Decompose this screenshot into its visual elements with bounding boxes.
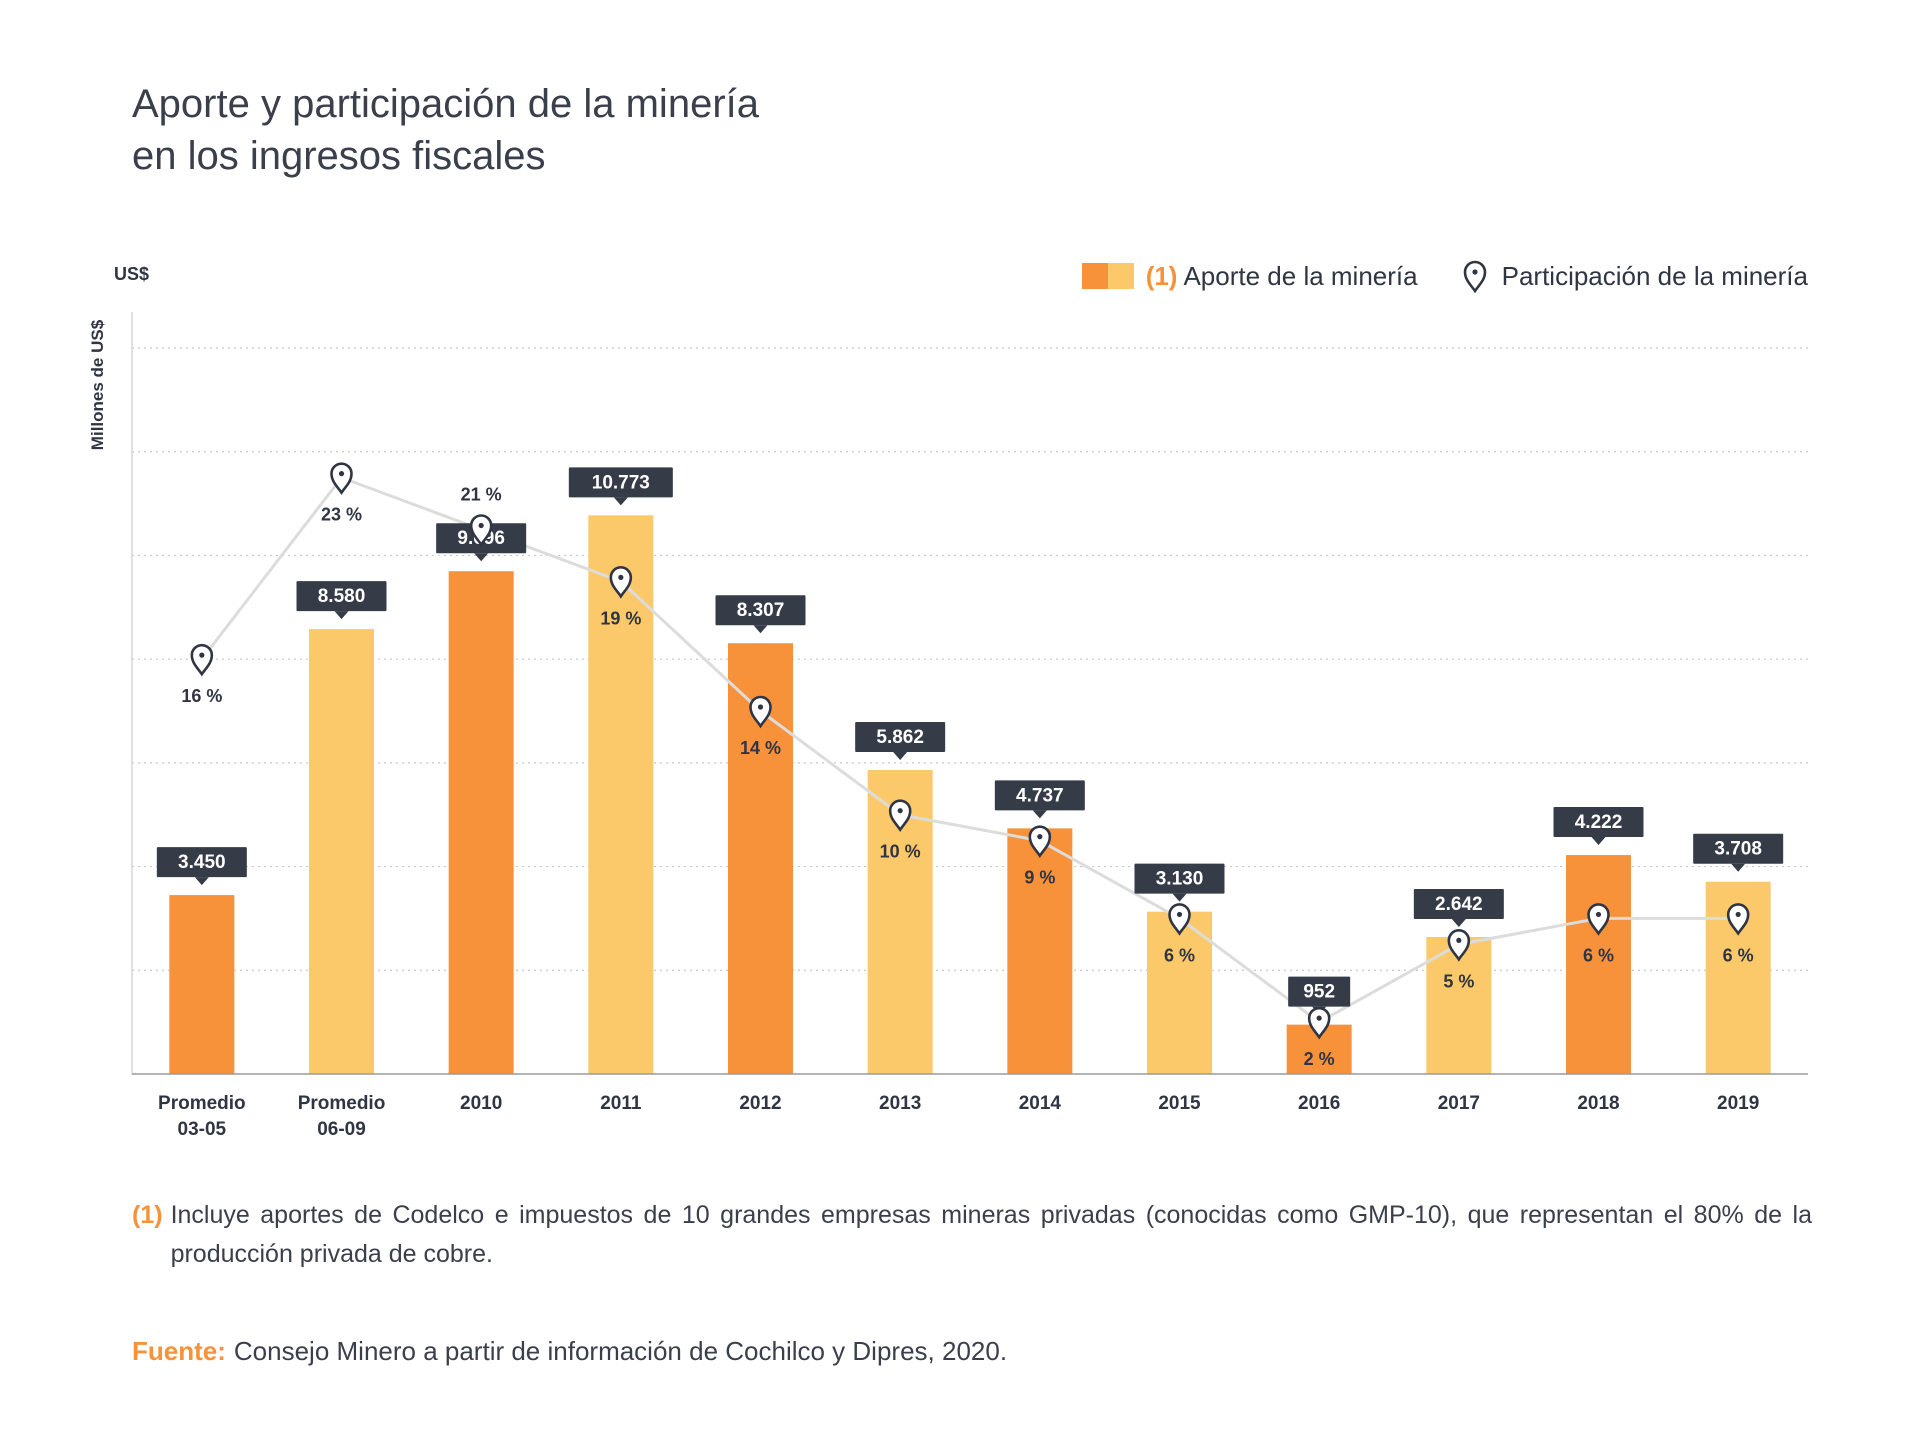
bar-value-label: 3.708 <box>1693 833 1784 872</box>
x-tick-label: 2014 <box>1019 1093 1062 1114</box>
participation-value-text: 16 % <box>181 686 222 706</box>
source-label: Fuente: <box>132 1336 226 1366</box>
bar-value-label: 952 <box>1288 976 1351 1015</box>
bar-value-text: 3.450 <box>178 852 226 873</box>
bar-value-label: 8.307 <box>715 595 806 634</box>
legend-item-line: Participación de la minería <box>1418 259 1808 293</box>
data-labels: 3.4508.5809.69610.7738.3075.8624.7373.13… <box>156 462 1784 1069</box>
map-pin-icon <box>609 566 633 599</box>
bar-value-text: 8.580 <box>318 586 366 607</box>
bar-value-text: 4.737 <box>1016 785 1064 806</box>
source: Fuente: Consejo Minero a partir de inform… <box>132 1336 1007 1367</box>
source-text: Consejo Minero a partir de información d… <box>233 1336 1008 1366</box>
participation-value-text: 10 % <box>880 842 921 862</box>
title-line-1: Aporte y participación de la minería <box>132 82 759 126</box>
footnote-text: Incluye aportes de Codelco e impuestos d… <box>170 1201 1812 1268</box>
legend-line-label: Participación de la minería <box>1501 260 1808 291</box>
x-tick-label: 2017 <box>1438 1093 1480 1114</box>
legend-bars-label: Aporte de la minería <box>1183 260 1418 291</box>
map-pin-icon <box>1463 260 1486 293</box>
bar-value-text: 3.708 <box>1714 839 1762 860</box>
chart-title: Aporte y participación de la minería en … <box>132 78 1032 182</box>
participation-value-text: 6 % <box>1164 945 1195 965</box>
participation-value-text: 14 % <box>740 738 781 758</box>
map-pin-icon <box>1726 903 1750 936</box>
chart-svg: 3.4508.5809.69610.7738.3075.8624.7373.13… <box>131 312 1808 1140</box>
bar-value-label: 10.773 <box>568 467 673 506</box>
bars <box>169 515 1771 1074</box>
bar-value-label: 3.450 <box>156 847 247 886</box>
x-tick-label: 2018 <box>1577 1093 1619 1114</box>
bar-value-label: 5.862 <box>855 722 946 761</box>
participation-value-text: 9 % <box>1024 868 1055 888</box>
x-axis: Promedio 03-05 Promedio 06-09 2010 2011 2012 20… <box>131 312 1808 1140</box>
title-line-2: en los ingresos fiscales <box>132 134 546 178</box>
grid-lines <box>132 347 1808 971</box>
x-tick-label: 2010 <box>460 1093 502 1114</box>
legend-swatch-orange <box>1081 263 1108 289</box>
participation-value-text: 2 % <box>1304 1049 1335 1069</box>
bar <box>309 629 374 1074</box>
legend-item-bars: (1) Aporte de la minería <box>1081 260 1418 292</box>
x-tick-label: 06-09 <box>317 1119 366 1140</box>
footnote-mark: (1) <box>132 1201 163 1229</box>
legend-note-mark: (1) <box>1145 260 1178 291</box>
bar-value-text: 5.862 <box>876 727 924 748</box>
map-pin-icon <box>749 695 772 729</box>
x-tick-label: 2013 <box>879 1093 921 1114</box>
x-tick-label: 2016 <box>1298 1093 1340 1114</box>
bar-value-text: 10.773 <box>592 472 650 493</box>
participation-value-text: 6 % <box>1583 945 1614 965</box>
bar-value-text: 2.642 <box>1435 894 1483 915</box>
map-pin-icon <box>1168 903 1191 936</box>
unit-label: US$ <box>114 264 150 284</box>
map-pin-icon <box>1587 903 1610 936</box>
x-tick-label: 2011 <box>600 1093 642 1114</box>
map-pin-icon <box>330 462 353 495</box>
legend: (1) Aporte de la minería Participación d… <box>1020 259 1808 293</box>
participation-value-text: 19 % <box>600 608 641 628</box>
map-pin-icon <box>190 643 214 677</box>
bar-value-text: 952 <box>1303 982 1335 1003</box>
x-tick-label: Promedio <box>298 1093 386 1114</box>
participation-value-text: 6 % <box>1723 945 1754 965</box>
bar-value-label: 3.130 <box>1134 863 1225 902</box>
participation-value-text: 21 % <box>461 485 502 505</box>
bar <box>448 571 514 1074</box>
bar <box>169 895 235 1074</box>
x-tick-label: 2019 <box>1717 1093 1759 1114</box>
bar <box>1147 911 1212 1074</box>
bar <box>1566 855 1631 1074</box>
bar-value-text: 3.130 <box>1156 869 1204 890</box>
bar-value-text: 8.307 <box>737 600 785 621</box>
map-pin-icon <box>888 799 912 833</box>
bar-value-label: 4.737 <box>994 780 1085 819</box>
x-tick-label: Promedio <box>158 1093 246 1114</box>
map-pin-icon <box>469 514 493 547</box>
bar <box>1007 828 1073 1074</box>
bar-value-text: 4.222 <box>1575 812 1623 833</box>
legend-swatch-yellow <box>1107 263 1134 289</box>
map-pin-icon <box>1447 929 1471 962</box>
map-pin-icon <box>1307 1006 1331 1040</box>
participation-value-text: 5 % <box>1443 971 1474 991</box>
participation-polyline <box>200 476 1739 1024</box>
x-tick-label: 2015 <box>1158 1093 1201 1114</box>
map-pin-icon <box>1028 825 1052 858</box>
footnote: (1) Incluye aportes de Codelco e impuest… <box>132 1196 1812 1274</box>
bar <box>588 515 654 1074</box>
bar-value-label: 8.580 <box>296 581 387 620</box>
bar-value-label: 4.222 <box>1553 807 1644 846</box>
participation-line <box>200 476 1739 1024</box>
participation-value-text: 23 % <box>321 505 362 525</box>
x-tick-label: 03-05 <box>178 1119 227 1140</box>
x-tick-label: 2012 <box>739 1093 781 1114</box>
bar-value-label: 2.642 <box>1413 888 1504 927</box>
